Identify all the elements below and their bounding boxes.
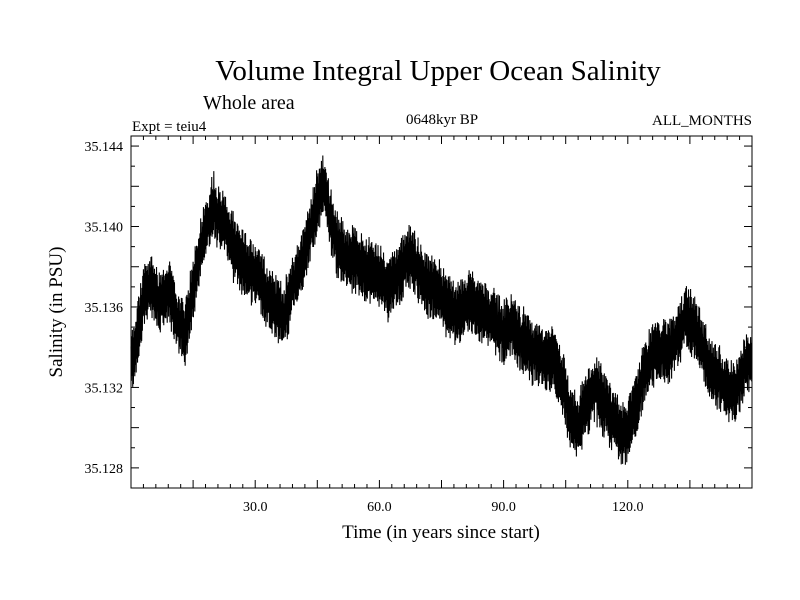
x-tick-label: 60.0 (367, 500, 392, 515)
x-tick-label: 30.0 (243, 500, 268, 515)
y-tick-label: 35.144 (85, 140, 124, 155)
y-axis-label: Salinity (in PSU) (46, 247, 67, 378)
x-tick-label: 90.0 (491, 500, 516, 515)
y-tick-label: 35.132 (85, 381, 124, 396)
chart-subtitle: Whole area (203, 92, 295, 114)
y-tick-label: 35.128 (85, 462, 124, 477)
series-line-salinity (130, 155, 753, 465)
series-layer (130, 155, 753, 465)
period-label: 0648kyr BP (406, 112, 478, 128)
experiment-label: Expt = teiu4 (132, 119, 207, 135)
x-axis: 30.0 60.0 90.0 120.0 (130, 136, 753, 515)
x-tick-label: 120.0 (612, 500, 644, 515)
x-axis-label: Time (in years since start) (342, 522, 540, 543)
y-axis: 35.128 35.132 35.136 35.140 35.144 (85, 140, 752, 489)
months-label: ALL_MONTHS (652, 113, 752, 129)
y-tick-label: 35.136 (85, 301, 124, 316)
y-tick-label: 35.140 (85, 221, 124, 236)
chart-title: Volume Integral Upper Ocean Salinity (215, 55, 661, 87)
